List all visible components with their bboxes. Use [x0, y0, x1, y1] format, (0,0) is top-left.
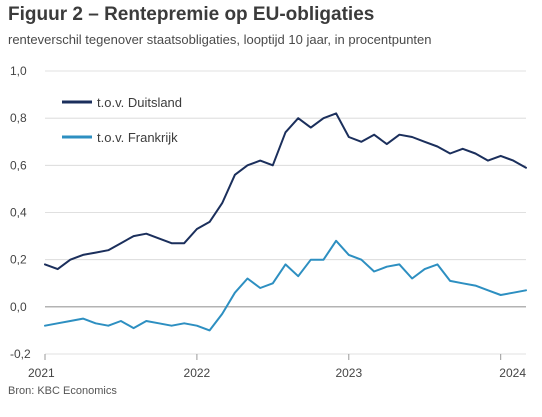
series-lines	[44, 112, 527, 332]
gridlines	[45, 70, 526, 355]
y-tick-label: 1,0	[10, 64, 27, 78]
chart-title: Figuur 2 – Rentepremie op EU-obligaties	[8, 4, 375, 25]
y-tick-label: 0,2	[10, 253, 27, 267]
y-tick-label: 0,8	[10, 111, 27, 125]
legend-label-2: t.o.v. Frankrijk	[97, 130, 178, 145]
x-tick-label: 2021	[28, 366, 55, 380]
x-tick-label: 2022	[184, 366, 211, 380]
x-tick-label: 2024	[499, 366, 526, 380]
x-tick-label: 2023	[335, 366, 362, 380]
chart-subtitle: renteverschil tegenover staatsobligaties…	[8, 32, 432, 47]
y-tick-label: 0,4	[10, 206, 27, 220]
series-line-1	[44, 112, 527, 271]
y-tick-label: 0,0	[10, 300, 27, 314]
source-note: Bron: KBC Economics	[8, 385, 117, 397]
y-tick-label: 0,6	[10, 158, 27, 172]
series-line-2	[44, 239, 527, 332]
y-axis-ticks: 1,0 0,8 0,6 0,4 0,2 0,0 -0,2	[10, 64, 31, 361]
y-tick-label: -0,2	[10, 347, 31, 361]
legend: t.o.v. Duitsland t.o.v. Frankrijk	[62, 95, 182, 145]
legend-label-1: t.o.v. Duitsland	[97, 95, 182, 110]
x-axis-ticks: 2021 2022 2023 2024	[28, 354, 526, 380]
